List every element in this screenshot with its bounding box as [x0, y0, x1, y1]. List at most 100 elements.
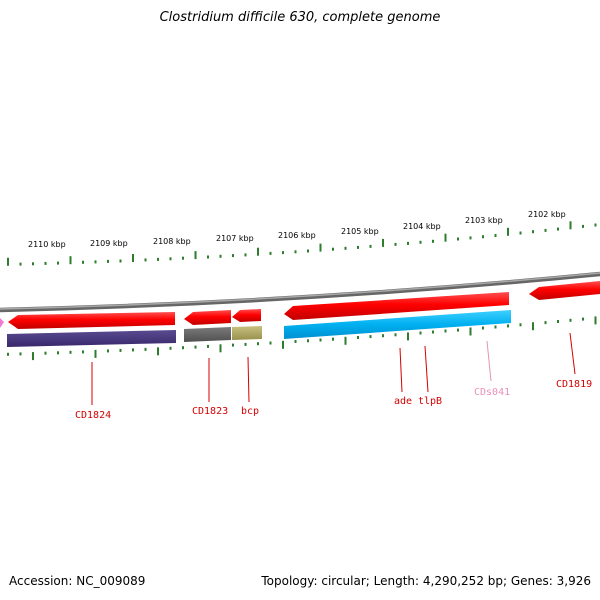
gene-label[interactable]: ade — [394, 396, 412, 407]
minor-tick — [394, 242, 397, 246]
leader-line — [399, 347, 403, 393]
major-tick — [319, 243, 322, 252]
gene-arrow-forward[interactable] — [232, 309, 261, 322]
forward-strand-track — [0, 281, 600, 329]
gene-block-reverse[interactable] — [232, 326, 262, 340]
scale-label: 2108 kbp — [153, 237, 191, 246]
major-tick — [69, 256, 72, 265]
major-tick — [219, 344, 222, 353]
minor-tick — [182, 346, 184, 350]
gene-label[interactable]: CD1823 — [192, 406, 228, 417]
gene-labels: CD1824 CD1823 bcp ade tlpB CDs041 CD1819 — [75, 379, 592, 421]
scale-label: 2105 kbp — [341, 227, 379, 236]
major-tick — [282, 340, 284, 349]
minor-tick — [419, 331, 422, 335]
minor-tick — [219, 254, 222, 258]
major-tick — [257, 247, 259, 256]
gene-arrow-forward[interactable] — [8, 312, 175, 329]
reverse-strand-track — [7, 310, 511, 347]
gene-block-reverse[interactable] — [284, 310, 511, 339]
scale-label: 2103 kbp — [465, 216, 503, 225]
minor-tick — [119, 348, 122, 352]
minor-tick — [457, 328, 459, 332]
gene-label[interactable]: CDs041 — [474, 387, 510, 398]
scale-labels: 2110 kbp 2109 kbp 2108 kbp 2107 kbp 2106… — [28, 210, 566, 249]
gene-label[interactable]: CD1824 — [75, 410, 111, 421]
minor-tick — [269, 251, 272, 255]
minor-tick — [94, 260, 97, 264]
minor-tick — [319, 338, 322, 342]
minor-tick — [357, 336, 359, 339]
minor-tick — [344, 246, 347, 250]
minor-tick — [382, 334, 384, 338]
genome-backbone — [0, 271, 600, 313]
minor-tick — [332, 247, 334, 251]
minor-tick — [57, 351, 59, 355]
gene-arrow-forward[interactable] — [184, 310, 231, 325]
major-tick — [94, 349, 97, 358]
leader-line — [569, 332, 576, 375]
minor-tick — [432, 239, 434, 243]
minor-tick — [519, 231, 522, 235]
minor-tick — [294, 340, 297, 343]
minor-tick — [19, 352, 22, 356]
minor-tick — [357, 245, 359, 249]
minor-tick — [107, 349, 109, 353]
gene-label[interactable]: bcp — [241, 406, 259, 417]
minor-tick — [57, 261, 59, 265]
minor-tick — [282, 251, 284, 255]
inner-scale-ticks — [7, 316, 597, 361]
minor-tick — [419, 240, 422, 244]
major-tick — [132, 254, 134, 262]
minor-tick — [169, 257, 172, 261]
minor-tick — [44, 351, 47, 355]
minor-tick — [107, 259, 109, 263]
gene-arrow-forward[interactable] — [0, 318, 4, 328]
minor-tick — [44, 261, 47, 265]
minor-tick — [244, 342, 247, 346]
outer-scale-ticks — [7, 221, 597, 266]
scale-label: 2106 kbp — [278, 231, 316, 240]
minor-tick — [194, 345, 197, 349]
minor-tick — [407, 241, 409, 245]
minor-tick — [569, 318, 572, 322]
minor-tick — [119, 259, 122, 263]
major-tick — [382, 238, 384, 247]
minor-tick — [494, 325, 497, 329]
minor-tick — [557, 320, 559, 323]
minor-tick — [7, 352, 9, 356]
gene-block-reverse[interactable] — [7, 330, 176, 347]
minor-tick — [82, 350, 84, 354]
minor-tick — [457, 237, 459, 241]
minor-tick — [544, 321, 547, 325]
minor-tick — [482, 235, 484, 239]
gene-label[interactable]: tlpB — [418, 396, 442, 407]
minor-tick — [232, 254, 234, 258]
minor-tick — [307, 249, 309, 253]
leader-line — [247, 356, 250, 403]
minor-tick — [557, 227, 559, 231]
minor-tick — [157, 257, 159, 261]
scale-label: 2102 kbp — [528, 210, 566, 219]
minor-tick — [257, 342, 259, 346]
minor-tick — [144, 347, 147, 351]
gene-arrow-forward[interactable] — [529, 281, 600, 300]
minor-tick — [469, 236, 472, 240]
major-tick — [7, 257, 9, 266]
gene-arrow-forward[interactable] — [284, 292, 509, 320]
minor-tick — [432, 330, 434, 334]
major-tick — [444, 233, 447, 242]
major-tick — [507, 227, 509, 236]
minor-tick — [69, 350, 72, 354]
map-title: Clostridium difficile 630, complete geno… — [159, 10, 441, 25]
minor-tick — [144, 258, 147, 262]
minor-tick — [507, 324, 509, 328]
minor-tick — [594, 223, 597, 227]
major-tick — [569, 221, 572, 230]
scale-label: 2104 kbp — [403, 222, 441, 231]
leader-line — [424, 345, 429, 393]
gene-label[interactable]: CD1819 — [556, 379, 592, 390]
gene-block-reverse[interactable] — [184, 327, 231, 342]
major-tick — [407, 332, 409, 341]
